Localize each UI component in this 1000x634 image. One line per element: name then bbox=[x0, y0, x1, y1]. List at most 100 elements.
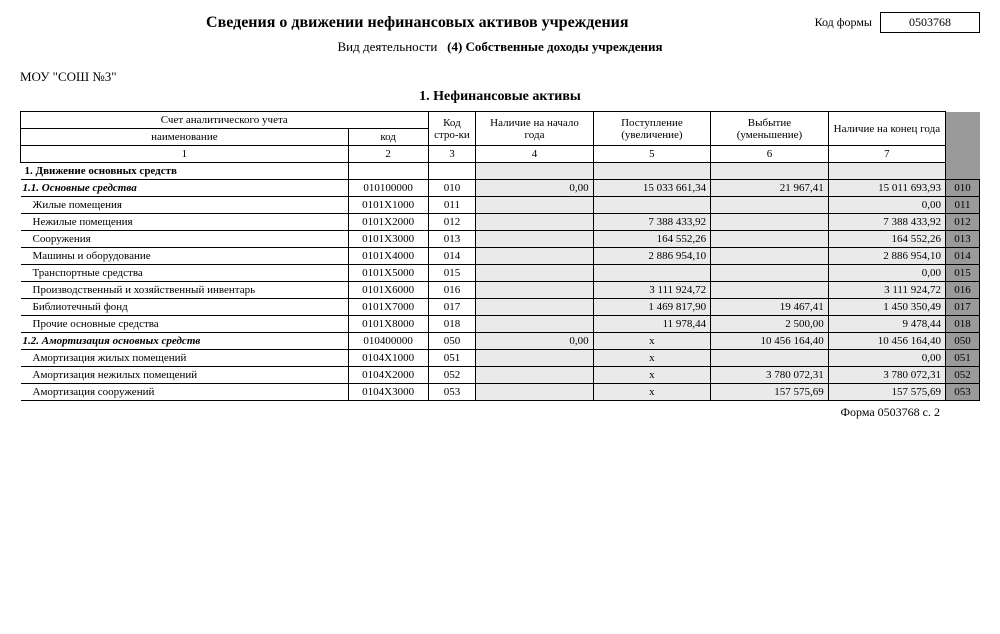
row-line: 017 bbox=[428, 299, 476, 316]
row-end: 3 111 924,72 bbox=[828, 282, 945, 299]
row-begin bbox=[476, 248, 593, 265]
row-side-code: 051 bbox=[946, 350, 980, 367]
col-line: Код стро-ки bbox=[428, 112, 476, 146]
col-account-group: Счет аналитического учета bbox=[21, 112, 429, 129]
row-inflow: 15 033 661,34 bbox=[593, 180, 711, 197]
table-row: Транспортные средства0101X50000150,00015 bbox=[21, 265, 980, 282]
row-name: Жилые помещения bbox=[21, 197, 349, 214]
row-begin bbox=[476, 231, 593, 248]
row-begin bbox=[476, 316, 593, 333]
row-inflow bbox=[593, 197, 711, 214]
table-body: 1. Движение основных средств 1.1. Основн… bbox=[21, 163, 980, 401]
table-header: Счет аналитического учета Код стро-ки На… bbox=[21, 112, 980, 163]
col-code: код bbox=[348, 129, 428, 146]
row-name: Производственный и хозяйственный инвента… bbox=[21, 282, 349, 299]
row-end: 0,00 bbox=[828, 197, 945, 214]
row-line: 052 bbox=[428, 367, 476, 384]
table-row: Жилые помещения0101X10000110,00011 bbox=[21, 197, 980, 214]
row-inflow: 2 886 954,10 bbox=[593, 248, 711, 265]
row-code: 0101X5000 bbox=[348, 265, 428, 282]
row-line: 050 bbox=[428, 333, 476, 350]
row-side-code: 014 bbox=[946, 248, 980, 265]
row-begin bbox=[476, 282, 593, 299]
col-outflow: Выбытие (уменьшение) bbox=[711, 112, 829, 146]
row-name: Транспортные средства bbox=[21, 265, 349, 282]
row-begin bbox=[476, 265, 593, 282]
row-code: 0101X6000 bbox=[348, 282, 428, 299]
row-end: 3 780 072,31 bbox=[828, 367, 945, 384]
row-side-code: 013 bbox=[946, 231, 980, 248]
row-end: 7 388 433,92 bbox=[828, 214, 945, 231]
row-side-code: 017 bbox=[946, 299, 980, 316]
org-name: МОУ "СОШ №3" bbox=[20, 69, 980, 85]
row-line: 012 bbox=[428, 214, 476, 231]
row-name: Амортизация сооружений bbox=[21, 384, 349, 401]
row-side-code: 016 bbox=[946, 282, 980, 299]
row-begin bbox=[476, 214, 593, 231]
row-inflow: 1 469 817,90 bbox=[593, 299, 711, 316]
row-end: 0,00 bbox=[828, 350, 945, 367]
activity-value: (4) Собственные доходы учреждения bbox=[447, 39, 662, 54]
row-inflow bbox=[593, 265, 711, 282]
row-name: 1.1. Основные средства bbox=[21, 180, 349, 197]
row-name: 1.2. Амортизация основных средств bbox=[21, 333, 349, 350]
row-code: 0104X2000 bbox=[348, 367, 428, 384]
row-outflow bbox=[711, 282, 829, 299]
row-code: 0104X1000 bbox=[348, 350, 428, 367]
row-side-code: 018 bbox=[946, 316, 980, 333]
row-side-code: 012 bbox=[946, 214, 980, 231]
row-line: 011 bbox=[428, 197, 476, 214]
row-line: 051 bbox=[428, 350, 476, 367]
col-end: Наличие на конец года bbox=[828, 112, 945, 146]
row-line: 013 bbox=[428, 231, 476, 248]
row-code: 010400000 bbox=[348, 333, 428, 350]
row-end: 164 552,26 bbox=[828, 231, 945, 248]
table-row: Библиотечный фонд0101X70000171 469 817,9… bbox=[21, 299, 980, 316]
row-code: 0101X7000 bbox=[348, 299, 428, 316]
row-code: 0104X3000 bbox=[348, 384, 428, 401]
row-begin bbox=[476, 384, 593, 401]
row-inflow: x bbox=[593, 350, 711, 367]
table-row: Прочие основные средства0101X800001811 9… bbox=[21, 316, 980, 333]
row-begin bbox=[476, 197, 593, 214]
row-code: 0101X2000 bbox=[348, 214, 428, 231]
row-code: 0101X4000 bbox=[348, 248, 428, 265]
row-begin bbox=[476, 350, 593, 367]
row-line: 053 bbox=[428, 384, 476, 401]
row-inflow: 3 111 924,72 bbox=[593, 282, 711, 299]
row-outflow: 21 967,41 bbox=[711, 180, 829, 197]
assets-table: Счет аналитического учета Код стро-ки На… bbox=[20, 111, 980, 401]
row-end: 0,00 bbox=[828, 265, 945, 282]
code-form-label: Код формы bbox=[815, 15, 872, 30]
activity-line: Вид деятельности (4) Собственные доходы … bbox=[20, 39, 980, 55]
row-begin: 0,00 bbox=[476, 180, 593, 197]
row-inflow: x bbox=[593, 384, 711, 401]
row-outflow: 2 500,00 bbox=[711, 316, 829, 333]
row-outflow: 157 575,69 bbox=[711, 384, 829, 401]
row-end: 2 886 954,10 bbox=[828, 248, 945, 265]
row-inflow: 164 552,26 bbox=[593, 231, 711, 248]
table-row: Машины и оборудование0101X40000142 886 9… bbox=[21, 248, 980, 265]
row-inflow: x bbox=[593, 367, 711, 384]
row-inflow: 11 978,44 bbox=[593, 316, 711, 333]
row-end: 10 456 164,40 bbox=[828, 333, 945, 350]
page-title: Сведения о движении нефинансовых активов… bbox=[20, 14, 815, 32]
row-line: 018 bbox=[428, 316, 476, 333]
table-row: Производственный и хозяйственный инвента… bbox=[21, 282, 980, 299]
row-name: Сооружения bbox=[21, 231, 349, 248]
row-code: 0101X1000 bbox=[348, 197, 428, 214]
table-row: Нежилые помещения0101X20000127 388 433,9… bbox=[21, 214, 980, 231]
row-name: Прочие основные средства bbox=[21, 316, 349, 333]
row-line: 016 bbox=[428, 282, 476, 299]
row-line: 014 bbox=[428, 248, 476, 265]
table-row: Амортизация нежилых помещений0104X200005… bbox=[21, 367, 980, 384]
row-end: 9 478,44 bbox=[828, 316, 945, 333]
row-side-code: 052 bbox=[946, 367, 980, 384]
row-end: 15 011 693,93 bbox=[828, 180, 945, 197]
row-outflow bbox=[711, 248, 829, 265]
group-header: 1. Движение основных средств bbox=[21, 163, 980, 180]
row-outflow bbox=[711, 197, 829, 214]
row-outflow: 19 467,41 bbox=[711, 299, 829, 316]
row-outflow: 3 780 072,31 bbox=[711, 367, 829, 384]
code-form-value: 0503768 bbox=[880, 12, 980, 33]
